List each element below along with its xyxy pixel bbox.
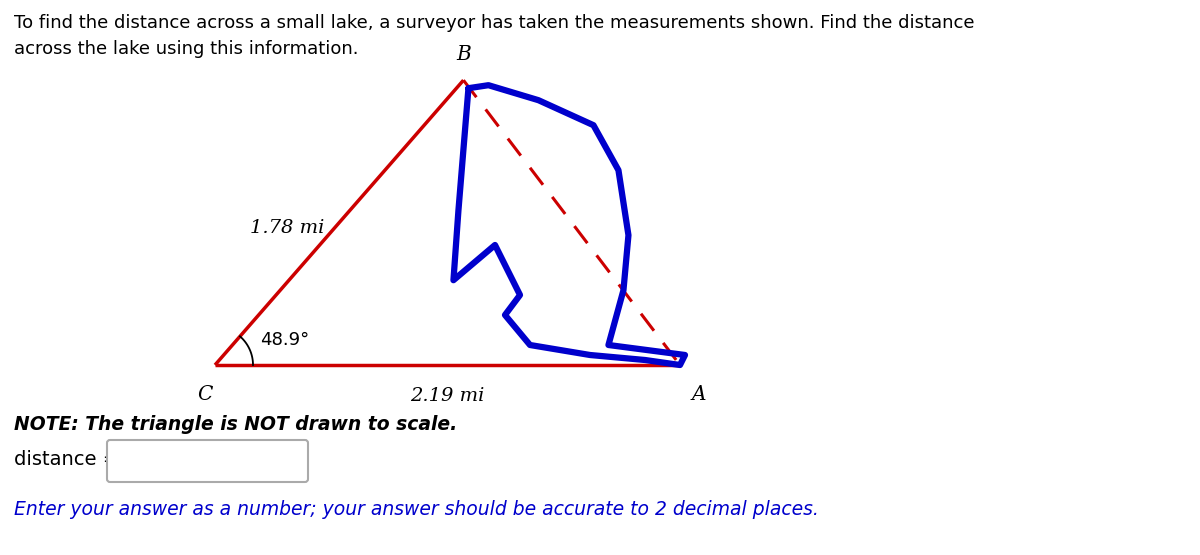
Text: B: B <box>456 45 470 64</box>
Text: C: C <box>197 385 212 404</box>
Text: Enter your answer as a number; your answer should be accurate to 2 decimal place: Enter your answer as a number; your answ… <box>14 500 818 519</box>
Text: 48.9°: 48.9° <box>260 331 310 349</box>
Text: distance =: distance = <box>14 450 119 469</box>
Text: A: A <box>692 385 707 404</box>
FancyBboxPatch shape <box>107 440 308 482</box>
Text: To find the distance across a small lake, a surveyor has taken the measurements : To find the distance across a small lake… <box>14 14 974 58</box>
Text: NOTE: The triangle is NOT drawn to scale.: NOTE: The triangle is NOT drawn to scale… <box>14 415 457 434</box>
Text: 1.78 mi: 1.78 mi <box>250 219 324 236</box>
Text: 2.19 mi: 2.19 mi <box>410 387 485 405</box>
